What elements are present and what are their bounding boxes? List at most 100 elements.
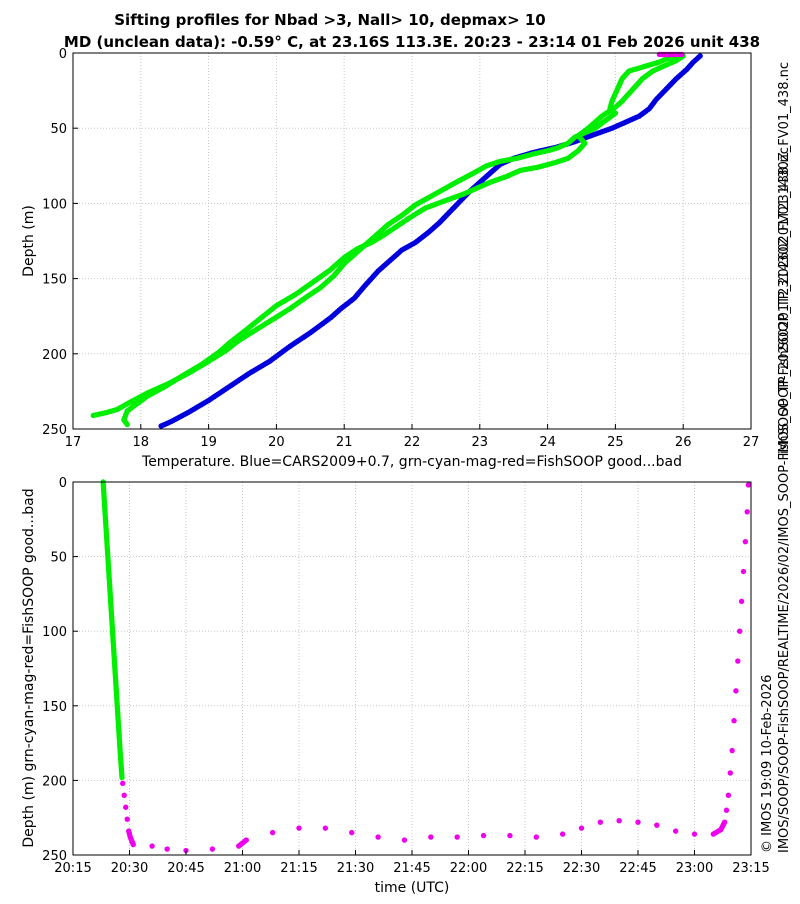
temperature-plot-y-tick-label: 0 bbox=[59, 47, 67, 62]
time-plot-y-tick-label: 200 bbox=[42, 774, 67, 789]
time-y-axis-label: Depth (m) grn-cyan-mag-red=FishSOOP good… bbox=[21, 488, 37, 847]
time-plot-magenta-point bbox=[672, 828, 679, 834]
time-plot-magenta-point bbox=[428, 834, 434, 840]
time-plot-x-tick-label: 22:45 bbox=[619, 861, 656, 876]
time-plot-x-tick-label: 21:00 bbox=[224, 861, 261, 876]
title-line-1: Sifting profiles for Nbad >3, Nall> 10, … bbox=[114, 11, 545, 29]
temperature-plot-green-point bbox=[124, 421, 130, 428]
time-plot-magenta-point bbox=[269, 829, 276, 836]
time-plot-magenta-point bbox=[149, 843, 155, 849]
time-plot-y-tick-label: 100 bbox=[42, 625, 67, 640]
temperature-plot-x-tick-label: 23 bbox=[472, 435, 489, 450]
time-plot-magenta-point bbox=[721, 819, 728, 825]
time-plot-magenta-point bbox=[744, 509, 750, 515]
time-plot-magenta-point bbox=[243, 837, 249, 843]
temperature-plot-y-tick-label: 250 bbox=[42, 423, 67, 438]
time-plot-magenta-point bbox=[737, 628, 743, 634]
time-plot-magenta-point bbox=[507, 832, 513, 839]
time-plot-y-tick-label: 250 bbox=[42, 849, 67, 864]
temperature-plot-y-tick-label: 50 bbox=[50, 122, 67, 137]
time-plot-magenta-point bbox=[533, 834, 539, 840]
time-plot-magenta-point bbox=[735, 658, 741, 664]
time-plot-x-tick-label: 22:15 bbox=[506, 861, 543, 876]
temperature-y-axis-label: Depth (m) bbox=[21, 205, 37, 277]
time-plot-magenta-point bbox=[123, 804, 129, 810]
temperature-plot-x-tick-label: 21 bbox=[336, 435, 353, 450]
temperature-plot-x-tick-label: 22 bbox=[404, 435, 421, 450]
time-plot-x-tick-label: 21:30 bbox=[337, 861, 374, 876]
time-x-axis-label: time (UTC) bbox=[375, 880, 450, 896]
time-plot-magenta-point bbox=[738, 598, 745, 605]
temperature-plot-x-tick-label: 25 bbox=[607, 435, 624, 450]
time-plot-x-tick-label: 22:30 bbox=[563, 861, 600, 876]
time-plot-magenta-point bbox=[691, 831, 698, 837]
time-plot-magenta-point bbox=[130, 841, 136, 848]
time-plot-magenta-point bbox=[375, 834, 381, 840]
time-plot-magenta-point bbox=[559, 831, 566, 837]
time-plot-magenta-point bbox=[635, 819, 641, 825]
time-plot-magenta-point bbox=[124, 816, 130, 822]
time-plot-x-tick-label: 22:00 bbox=[450, 861, 487, 876]
time-plot-x-tick-label: 23:15 bbox=[732, 861, 769, 876]
temperature-plot-x-tick-label: 27 bbox=[743, 435, 760, 450]
time-plot-x-tick-label: 20:30 bbox=[111, 861, 148, 876]
realtime-path-text: IMOS/SOOP/SOOP-FishSOOP/REALTIME/2026/02… bbox=[777, 147, 792, 853]
temperature-plot-blue-point bbox=[158, 423, 164, 429]
time-plot-green-point bbox=[119, 774, 125, 781]
time-plot-magenta-point bbox=[578, 825, 585, 831]
time-plot-magenta-point bbox=[727, 770, 733, 776]
time-plot-magenta-point bbox=[597, 819, 604, 825]
temperature-x-axis-label: Temperature. Blue=CARS2009+0.7, grn-cyan… bbox=[141, 454, 682, 470]
temperature-plot-x-tick-label: 19 bbox=[200, 435, 217, 450]
title-line-2: MD (unclean data): -0.59° C, at 23.16S 1… bbox=[64, 33, 760, 51]
time-plot-x-tick-label: 21:15 bbox=[280, 861, 317, 876]
temperature-plot-x-tick-label: 24 bbox=[539, 435, 556, 450]
time-plot-x-tick-label: 21:45 bbox=[393, 861, 430, 876]
temperature-plot-y-tick-label: 100 bbox=[42, 197, 67, 212]
time-plot-magenta-point bbox=[616, 817, 622, 824]
time-plot-grid bbox=[73, 482, 751, 855]
temperature-plot-x-tick-label: 26 bbox=[675, 435, 692, 450]
time-plot-magenta-point bbox=[322, 825, 329, 831]
time-plot-magenta-point bbox=[740, 568, 747, 575]
time-plot-magenta-point bbox=[120, 780, 126, 787]
copyright-text: © IMOS 19:09 10-Feb-2026 bbox=[760, 675, 775, 853]
time-plot-magenta-point bbox=[742, 538, 749, 545]
time-plot-magenta-point bbox=[654, 822, 660, 828]
time-plot-x-tick-label: 20:45 bbox=[167, 861, 204, 876]
time-plot-magenta-point bbox=[164, 846, 170, 852]
time-plot-magenta-point bbox=[733, 688, 739, 694]
time-plot-magenta-point bbox=[723, 807, 730, 813]
time-plot-magenta-point bbox=[480, 832, 487, 839]
time-plot-x-tick-label: 20:15 bbox=[54, 861, 91, 876]
temperature-plot-x-tick-label: 17 bbox=[65, 435, 82, 450]
netcdf-filename-text: IMOS_SOOP-FishSOOP_TP_20260201T231430Z_F… bbox=[777, 62, 792, 456]
time-plot-magenta-point bbox=[296, 825, 302, 831]
time-depth-panel: 20:15 20:30 20:45 21:00 21:15 21:30 21:45 22:00… bbox=[21, 476, 770, 896]
time-plot-ticks: 20:15 20:30 20:45 21:00 21:15 21:30 21:45 22:00… bbox=[42, 476, 770, 876]
time-plot-magenta-point bbox=[209, 846, 216, 852]
time-plot-magenta-point bbox=[121, 792, 127, 799]
temperature-plot-y-tick-label: 150 bbox=[42, 273, 67, 288]
temperature-plot-x-tick-label: 18 bbox=[133, 435, 150, 450]
temperature-depth-panel: 17 18 19 20 21 22 23 24 25 26 27 0 50 100 150 200 250 Te… bbox=[21, 47, 759, 470]
temperature-plot-grid bbox=[73, 53, 751, 429]
temperature-plot-y-tick-label: 200 bbox=[42, 348, 67, 363]
time-plot-magenta-point bbox=[349, 829, 355, 836]
temperature-plot-points bbox=[90, 51, 703, 429]
temperature-plot-x-tick-label: 20 bbox=[268, 435, 285, 450]
time-plot-y-tick-label: 150 bbox=[42, 700, 67, 715]
temperature-plot-green-point bbox=[90, 412, 97, 419]
time-plot-magenta-point bbox=[729, 747, 735, 754]
temperature-plot-ticks: 17 18 19 20 21 22 23 24 25 26 27 0 50 100 150 200 250 bbox=[42, 47, 759, 450]
time-plot-x-tick-label: 23:00 bbox=[676, 861, 713, 876]
time-plot-y-tick-label: 0 bbox=[59, 476, 67, 491]
time-plot-magenta-point bbox=[454, 834, 460, 840]
time-plot-points bbox=[100, 479, 752, 854]
time-plot-magenta-point bbox=[725, 792, 732, 799]
time-plot-y-tick-label: 50 bbox=[50, 551, 67, 566]
time-plot-magenta-point bbox=[745, 482, 752, 488]
time-plot-magenta-point bbox=[401, 837, 408, 843]
